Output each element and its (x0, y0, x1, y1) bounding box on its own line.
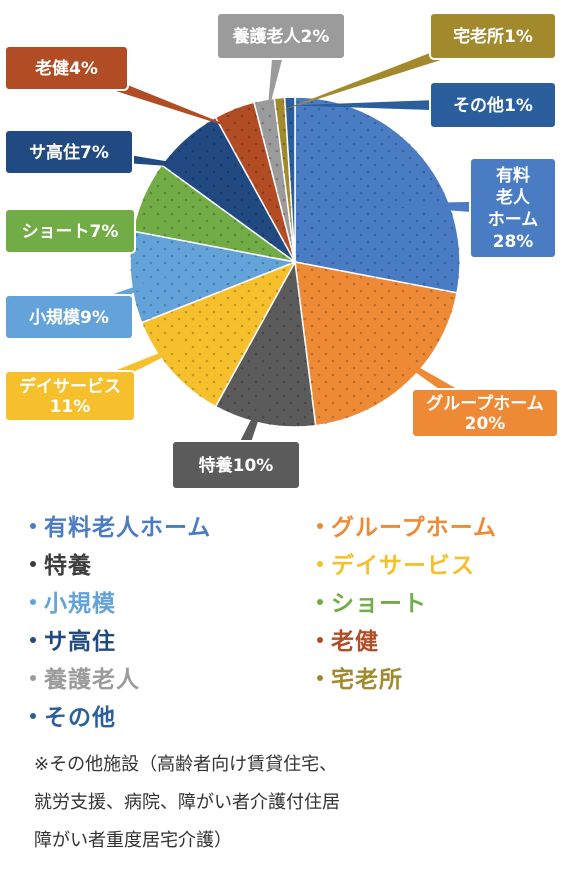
callout-box (216, 12, 346, 60)
callout-label: 老健4% (34, 58, 98, 79)
legend-item: 養護老人 (30, 660, 140, 694)
callout-label: 有料 (496, 165, 530, 186)
callout-box (4, 129, 134, 175)
callout-label: ホーム (488, 210, 539, 230)
callout-label: 養護老人2% (232, 26, 330, 47)
legend-item: グループホーム (317, 508, 497, 542)
slice-10-texture (284, 97, 295, 262)
slice-9-texture (274, 97, 295, 262)
callout-2: 特養10% (171, 440, 301, 490)
legend-item: その他 (30, 698, 116, 732)
legend-marker (30, 636, 36, 643)
legend-marker (317, 598, 323, 605)
legend-label: 老健 (331, 629, 379, 655)
footnote-line: 障がい者重度居宅介護） (34, 830, 232, 851)
slice-5-texture (132, 165, 295, 262)
legend-item: 特養 (30, 546, 92, 580)
legend-marker (30, 712, 36, 719)
footnote-line: 就労支援、病院、障がい者介護付住居 (34, 792, 340, 813)
callout-label: デイサービス (19, 376, 121, 397)
callout-label: 特養10% (199, 455, 274, 476)
footnote-line: ※その他施設（高齢者向け賃貸住宅、 (34, 754, 338, 775)
legend-item: 有料老人ホーム (30, 508, 211, 542)
callout-label: 20% (465, 414, 506, 434)
legend-marker (30, 522, 36, 529)
callout-label: グループホーム (426, 393, 543, 414)
legend-label: ショート (331, 591, 427, 617)
callout-label: 11% (50, 397, 91, 417)
callout-10: その他1% (429, 81, 557, 129)
callout-box (4, 370, 136, 422)
legend-label: 特養 (44, 553, 92, 579)
callout-box (429, 12, 557, 60)
slice-0-texture (295, 97, 460, 293)
footnote: ※その他施設（高齢者向け賃貸住宅、 就労支援、病院、障がい者介護付住居 障がい者… (34, 746, 554, 860)
legend-item: 小規模 (30, 584, 116, 618)
legend-label: 養護老人 (44, 667, 140, 693)
legend-marker (30, 598, 36, 605)
callout-label: 宅老所1% (453, 26, 533, 47)
callout-label: 老人 (495, 187, 531, 208)
callout-4: 小規模9% (4, 294, 134, 340)
legend-label: 有料老人ホーム (44, 515, 212, 541)
slice-6-texture (161, 117, 295, 263)
legend-marker (317, 522, 323, 529)
legend-marker (30, 674, 36, 681)
callout-label: ショート7% (22, 222, 119, 242)
callout-box (411, 388, 559, 438)
legend-marker (317, 560, 323, 567)
legend-label: グループホーム (331, 515, 497, 541)
callout-7: 老健4% (4, 45, 129, 91)
callout-label: サ高住7% (29, 142, 109, 163)
legend-marker (317, 674, 323, 681)
callout-label: 小規模9% (29, 307, 109, 328)
legend-item: サ高住 (30, 622, 116, 656)
legend-label: その他 (44, 705, 116, 731)
callout-box (4, 45, 129, 91)
legend-label: サ高住 (44, 629, 116, 655)
legend-item: 宅老所 (317, 660, 403, 694)
legend-item: ショート (317, 584, 427, 618)
callout-box (171, 440, 301, 490)
callout-9: 宅老所1% (429, 12, 557, 60)
callout-box (4, 294, 134, 340)
callout-5: ショート7% (4, 208, 136, 254)
callout-box (4, 208, 136, 254)
slice-8-texture (253, 98, 295, 262)
callout-8: 養護老人2% (216, 12, 346, 60)
legend-label: 小規模 (44, 591, 116, 617)
slice-4-texture (130, 231, 295, 323)
legend-label: デイサービス (331, 553, 475, 579)
legend-marker (30, 560, 36, 567)
legend-item: デイサービス (317, 546, 475, 580)
callout-box (469, 157, 557, 259)
slice-2-texture (215, 262, 316, 427)
legend-item: 老健 (317, 622, 379, 656)
legend-marker (317, 636, 323, 643)
slice-3-texture (141, 262, 295, 407)
callout-label: 28% (493, 232, 534, 252)
callout-6: サ高住7% (4, 129, 134, 175)
slice-7-texture (215, 102, 295, 262)
legend-label: 宅老所 (331, 667, 403, 693)
callout-box (429, 81, 557, 129)
callout-label: その他1% (453, 95, 533, 116)
